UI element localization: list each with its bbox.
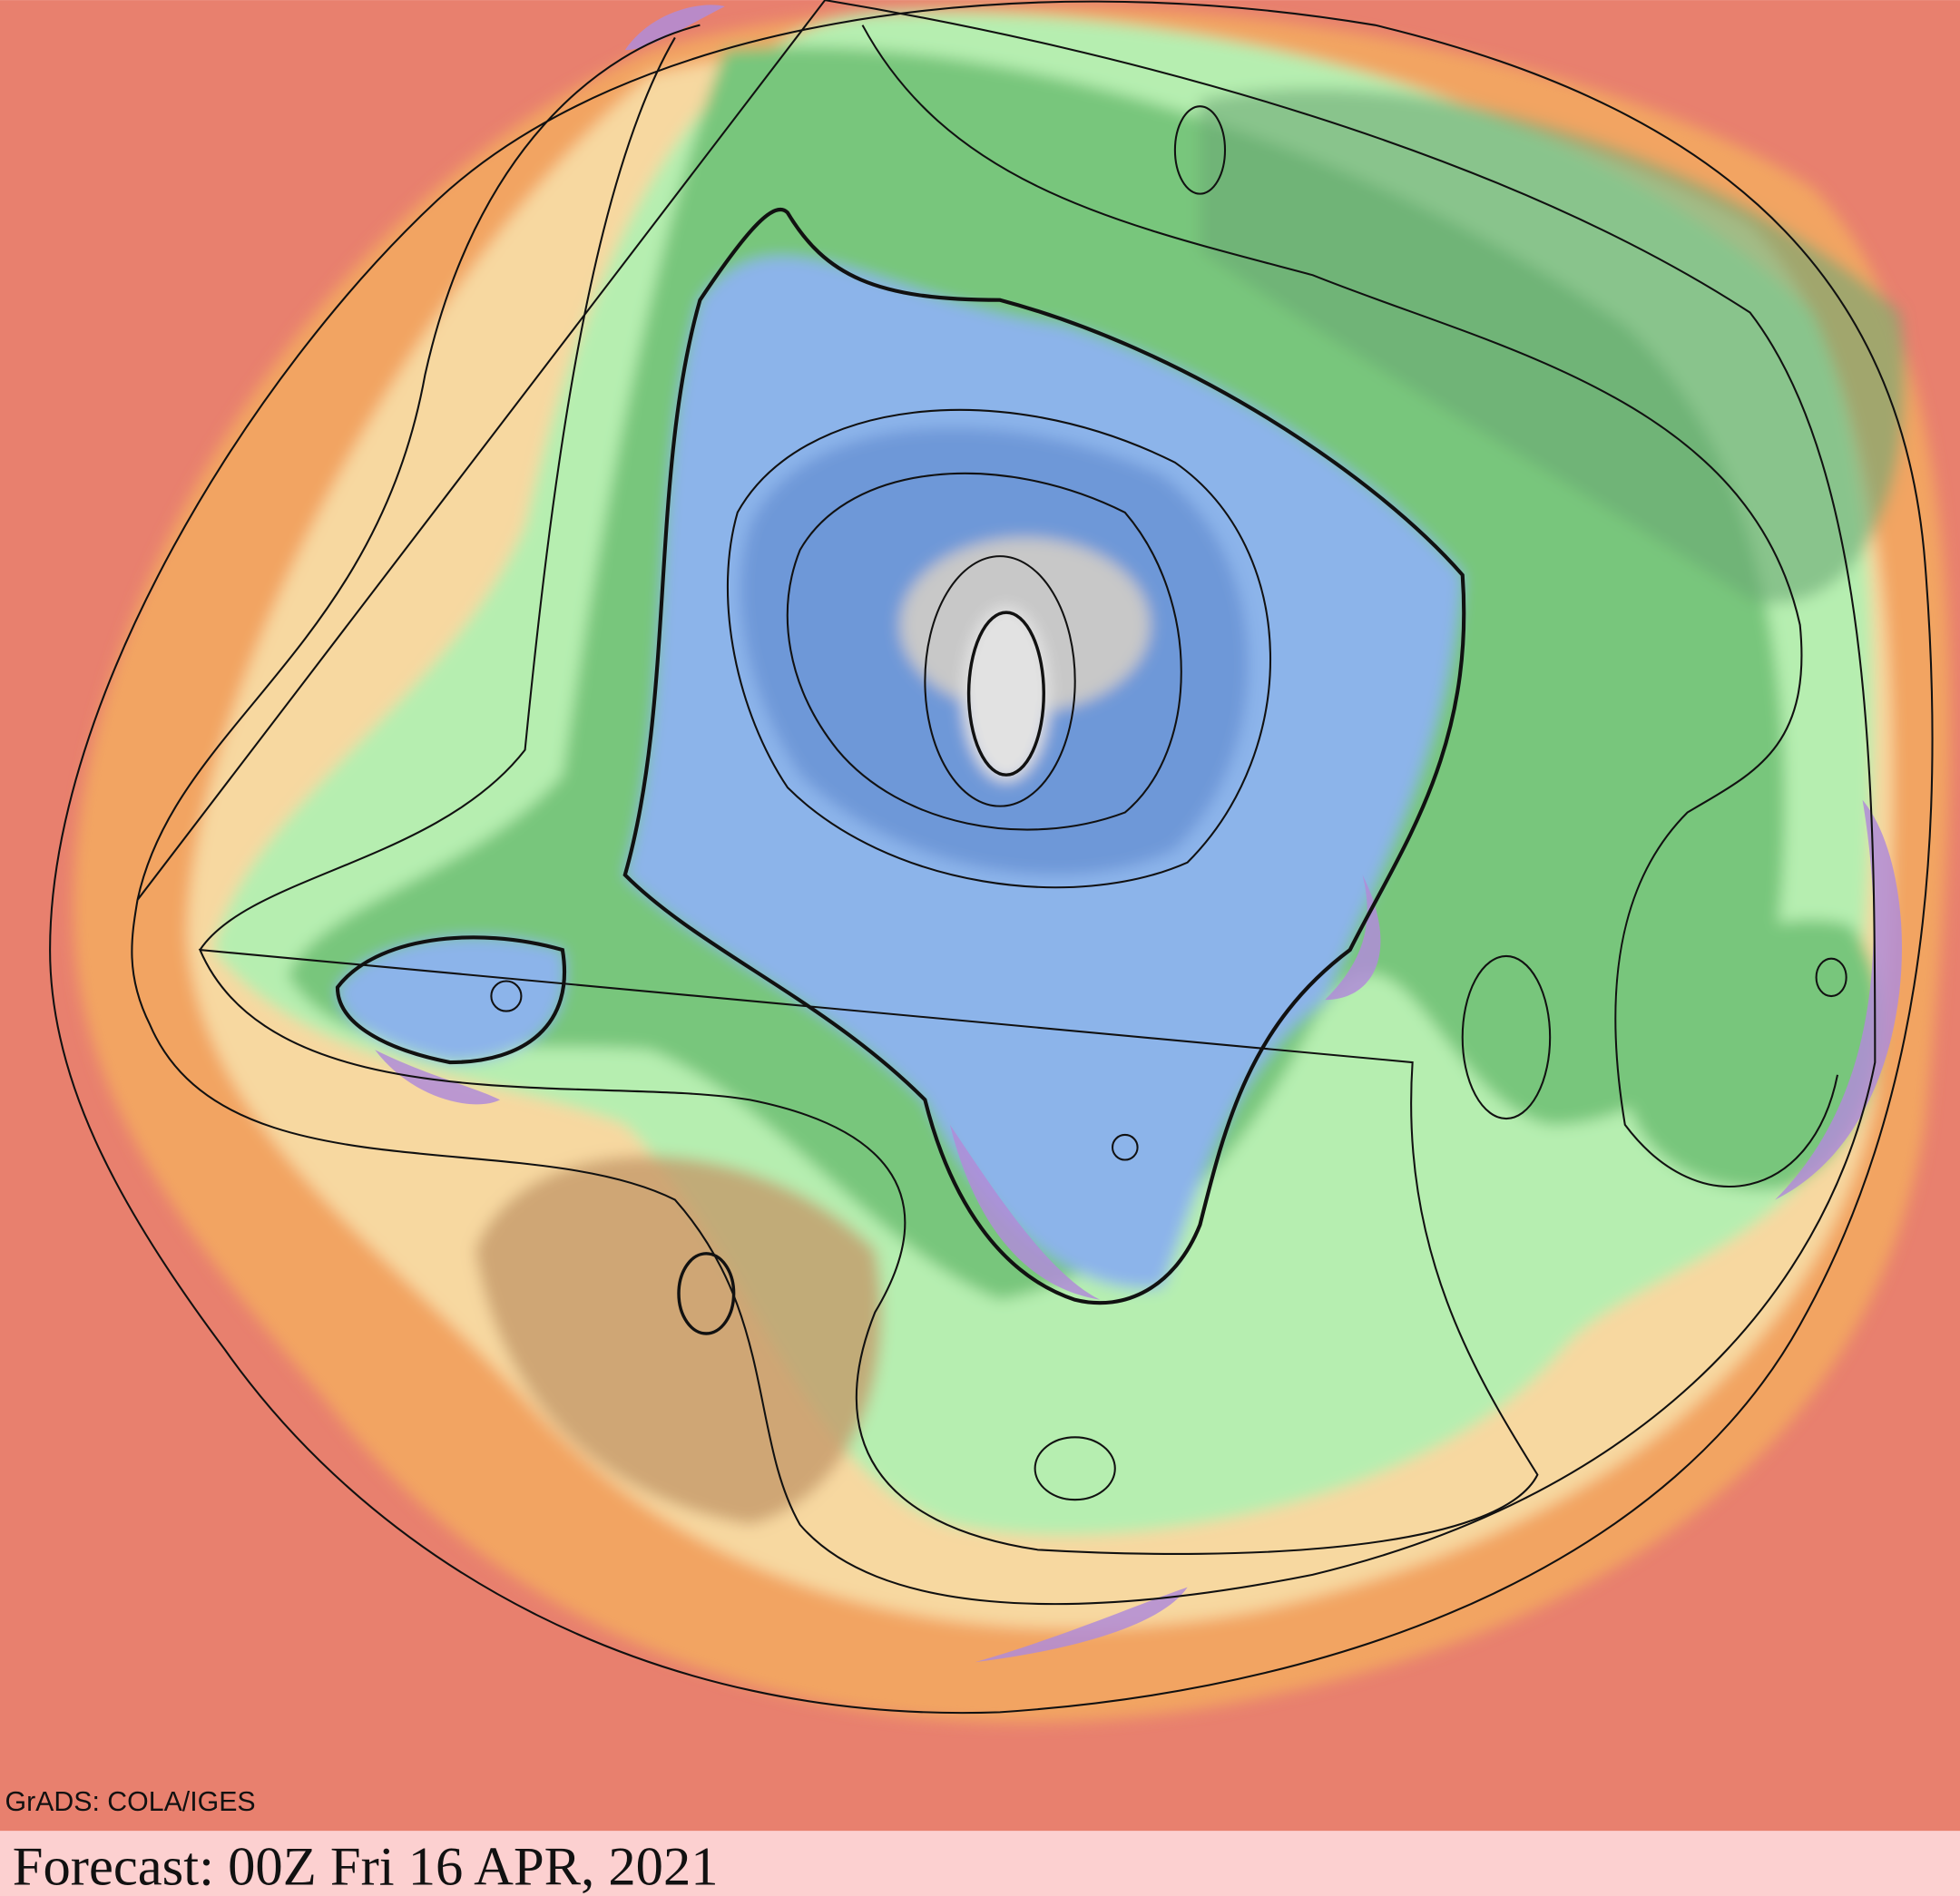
contour-lines: [49, 0, 1934, 1715]
footer-band: [0, 1831, 1960, 1896]
map-field: [0, 0, 1960, 1832]
forecast-label: Forecast: 00Z Fri 16 APR, 2021: [13, 1836, 719, 1896]
credit: GrADS: COLA/IGES: [5, 1787, 256, 1817]
